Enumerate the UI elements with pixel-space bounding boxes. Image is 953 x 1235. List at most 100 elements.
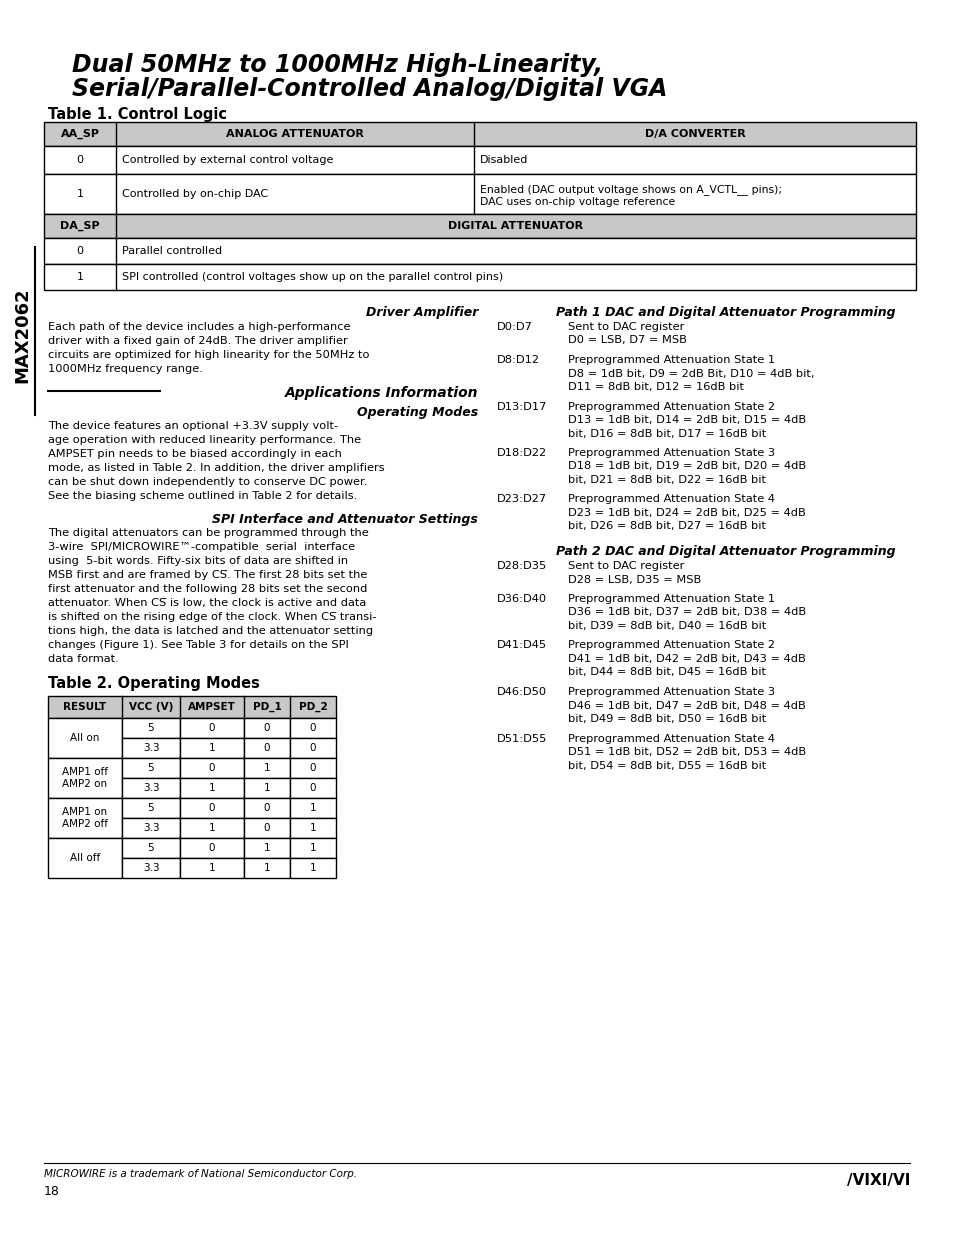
Text: Preprogrammed Attenuation State 4: Preprogrammed Attenuation State 4: [567, 734, 774, 743]
Text: Dual 50MHz to 1000MHz High-Linearity,: Dual 50MHz to 1000MHz High-Linearity,: [71, 53, 602, 77]
Text: 0: 0: [263, 803, 270, 813]
Text: 3.3: 3.3: [143, 783, 159, 793]
Text: AMPSET: AMPSET: [188, 701, 235, 713]
Bar: [180, 798, 244, 818]
Text: Applications Information: Applications Information: [284, 387, 477, 400]
Text: first attenuator and the following 28 bits set the second: first attenuator and the following 28 bi…: [48, 584, 367, 594]
Bar: [244, 839, 290, 858]
Text: 18: 18: [44, 1186, 60, 1198]
Text: 0: 0: [76, 246, 84, 256]
Text: PD_2: PD_2: [298, 701, 327, 713]
Text: bit, D39 = 8dB bit, D40 = 16dB bit: bit, D39 = 8dB bit, D40 = 16dB bit: [567, 621, 765, 631]
Text: D0:D7: D0:D7: [497, 322, 533, 332]
Text: DA_SP: DA_SP: [60, 221, 100, 231]
Bar: [44, 146, 915, 174]
Text: Path 1 DAC and Digital Attenuator Programming: Path 1 DAC and Digital Attenuator Progra…: [555, 306, 894, 319]
Bar: [290, 798, 335, 818]
Bar: [122, 739, 180, 758]
Text: 1: 1: [209, 863, 215, 873]
Text: bit, D54 = 8dB bit, D55 = 16dB bit: bit, D54 = 8dB bit, D55 = 16dB bit: [567, 761, 765, 771]
Bar: [180, 778, 244, 798]
Text: Preprogrammed Attenuation State 1: Preprogrammed Attenuation State 1: [567, 354, 774, 366]
Bar: [122, 818, 180, 839]
Text: 0: 0: [310, 722, 315, 734]
Text: 3.3: 3.3: [143, 823, 159, 832]
Text: using  5-bit words. Fifty-six bits of data are shifted in: using 5-bit words. Fifty-six bits of dat…: [48, 556, 348, 566]
Text: D28 = LSB, D35 = MSB: D28 = LSB, D35 = MSB: [567, 574, 700, 584]
Text: 1: 1: [209, 743, 215, 753]
Text: Operating Modes: Operating Modes: [356, 406, 477, 419]
Bar: [48, 758, 122, 798]
Text: D41:D45: D41:D45: [497, 641, 547, 651]
Text: 0: 0: [263, 722, 270, 734]
Bar: [180, 739, 244, 758]
Text: 1: 1: [310, 863, 316, 873]
Text: SPI Interface and Attenuator Settings: SPI Interface and Attenuator Settings: [212, 513, 477, 526]
Text: 1: 1: [310, 823, 316, 832]
Text: 0: 0: [209, 722, 215, 734]
Text: 0: 0: [263, 743, 270, 753]
Bar: [244, 818, 290, 839]
Bar: [290, 739, 335, 758]
Bar: [48, 839, 122, 878]
Text: Preprogrammed Attenuation State 3: Preprogrammed Attenuation State 3: [567, 448, 774, 458]
Text: D23:D27: D23:D27: [497, 494, 547, 505]
Text: 1: 1: [310, 803, 316, 813]
Text: D28:D35: D28:D35: [497, 561, 547, 571]
Bar: [290, 758, 335, 778]
Text: VCC (V): VCC (V): [129, 701, 173, 713]
Bar: [122, 858, 180, 878]
Text: 3.3: 3.3: [143, 863, 159, 873]
Bar: [122, 798, 180, 818]
Text: D51:D55: D51:D55: [497, 734, 547, 743]
Bar: [180, 758, 244, 778]
Bar: [48, 798, 122, 839]
Bar: [122, 778, 180, 798]
Text: DAC uses on-chip voltage reference: DAC uses on-chip voltage reference: [479, 198, 675, 207]
Text: Enabled (DAC output voltage shows on A_VCTL__ pins);: Enabled (DAC output voltage shows on A_V…: [479, 184, 781, 195]
Bar: [44, 122, 915, 146]
Text: MAX2062: MAX2062: [13, 288, 30, 383]
Text: D36:D40: D36:D40: [497, 594, 547, 604]
Text: 5: 5: [148, 844, 154, 853]
Bar: [244, 739, 290, 758]
Bar: [244, 798, 290, 818]
Text: 0: 0: [209, 803, 215, 813]
Text: D36 = 1dB bit, D37 = 2dB bit, D38 = 4dB: D36 = 1dB bit, D37 = 2dB bit, D38 = 4dB: [567, 608, 805, 618]
Text: 1: 1: [209, 783, 215, 793]
Text: Preprogrammed Attenuation State 2: Preprogrammed Attenuation State 2: [567, 641, 774, 651]
Text: changes (Figure 1). See Table 3 for details on the SPI: changes (Figure 1). See Table 3 for deta…: [48, 640, 349, 650]
Text: SPI controlled (control voltages show up on the parallel control pins): SPI controlled (control voltages show up…: [122, 272, 502, 282]
Bar: [244, 858, 290, 878]
Text: Preprogrammed Attenuation State 4: Preprogrammed Attenuation State 4: [567, 494, 774, 505]
Bar: [244, 778, 290, 798]
Text: 3-wire  SPI/MICROWIRE™-compatible  serial  interface: 3-wire SPI/MICROWIRE™-compatible serial …: [48, 542, 355, 552]
Text: Disabled: Disabled: [479, 156, 528, 165]
Bar: [122, 758, 180, 778]
Text: The device features an optional +3.3V supply volt-: The device features an optional +3.3V su…: [48, 421, 337, 431]
Text: PD_1: PD_1: [253, 701, 281, 713]
Text: can be shut down independently to conserve DC power.: can be shut down independently to conser…: [48, 477, 367, 487]
Text: driver with a fixed gain of 24dB. The driver amplifier: driver with a fixed gain of 24dB. The dr…: [48, 336, 348, 346]
Text: is shifted on the rising edge of the clock. When CS̅ transi-: is shifted on the rising edge of the clo…: [48, 613, 376, 622]
Text: 1: 1: [209, 823, 215, 832]
Text: circuits are optimized for high linearity for the 50MHz to: circuits are optimized for high linearit…: [48, 350, 369, 359]
Text: 0: 0: [263, 823, 270, 832]
Text: D13 = 1dB bit, D14 = 2dB bit, D15 = 4dB: D13 = 1dB bit, D14 = 2dB bit, D15 = 4dB: [567, 415, 805, 425]
Text: AMP1 on
AMP2 off: AMP1 on AMP2 off: [62, 808, 108, 829]
Text: bit, D16 = 8dB bit, D17 = 16dB bit: bit, D16 = 8dB bit, D17 = 16dB bit: [567, 429, 765, 438]
Text: All off: All off: [70, 853, 100, 863]
Text: Each path of the device includes a high-performance: Each path of the device includes a high-…: [48, 322, 350, 332]
Text: Sent to DAC register: Sent to DAC register: [567, 561, 683, 571]
Text: D0 = LSB, D7 = MSB: D0 = LSB, D7 = MSB: [567, 336, 686, 346]
Text: D13:D17: D13:D17: [497, 401, 547, 411]
Text: D23 = 1dB bit, D24 = 2dB bit, D25 = 4dB: D23 = 1dB bit, D24 = 2dB bit, D25 = 4dB: [567, 508, 805, 517]
Text: 0: 0: [76, 156, 84, 165]
Text: 1: 1: [310, 844, 316, 853]
Bar: [180, 839, 244, 858]
Text: AMP1 off
AMP2 on: AMP1 off AMP2 on: [62, 767, 108, 789]
Bar: [244, 758, 290, 778]
Text: 1: 1: [263, 844, 270, 853]
Text: AA_SP: AA_SP: [60, 128, 99, 140]
Text: 3.3: 3.3: [143, 743, 159, 753]
